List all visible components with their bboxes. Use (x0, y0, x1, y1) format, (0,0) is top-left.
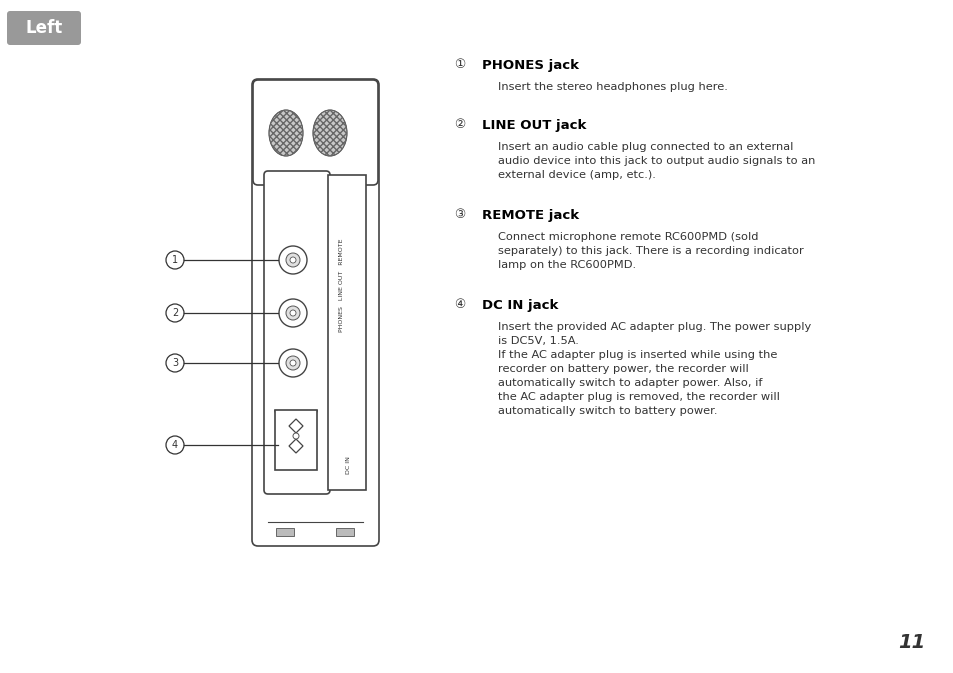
FancyBboxPatch shape (264, 171, 330, 494)
Circle shape (278, 299, 307, 327)
Text: PHONES jack: PHONES jack (481, 59, 578, 71)
Text: 2: 2 (172, 308, 178, 318)
Text: REMOTE jack: REMOTE jack (481, 209, 578, 221)
Circle shape (286, 356, 299, 370)
Ellipse shape (313, 110, 347, 156)
Text: DC IN jack: DC IN jack (481, 299, 558, 312)
Text: 1: 1 (172, 255, 178, 265)
Text: Insert the provided AC adapter plug. The power supply: Insert the provided AC adapter plug. The… (497, 322, 810, 332)
Circle shape (290, 360, 295, 366)
Text: Left: Left (26, 19, 63, 37)
Text: ④: ④ (454, 299, 465, 312)
Bar (335, 528, 354, 536)
Text: external device (amp, etc.).: external device (amp, etc.). (497, 170, 656, 180)
Ellipse shape (269, 110, 303, 156)
Text: audio device into this jack to output audio signals to an: audio device into this jack to output au… (497, 156, 815, 166)
Bar (275, 528, 294, 536)
Text: ③: ③ (454, 209, 465, 221)
Text: If the AC adapter plug is inserted while using the: If the AC adapter plug is inserted while… (497, 350, 777, 360)
Text: ②: ② (454, 118, 465, 131)
Text: separately) to this jack. There is a recording indicator: separately) to this jack. There is a rec… (497, 246, 803, 256)
Text: automatically switch to battery power.: automatically switch to battery power. (497, 406, 717, 416)
Circle shape (286, 306, 299, 320)
Bar (328, 175, 366, 490)
FancyBboxPatch shape (252, 79, 378, 546)
Text: the AC adapter plug is removed, the recorder will: the AC adapter plug is removed, the reco… (497, 392, 779, 402)
Text: PHONES   LINE OUT   REMOTE: PHONES LINE OUT REMOTE (338, 238, 343, 332)
Text: lamp on the RC600PMD.: lamp on the RC600PMD. (497, 260, 636, 270)
Text: automatically switch to adapter power. Also, if: automatically switch to adapter power. A… (497, 378, 761, 388)
Circle shape (293, 433, 298, 439)
Circle shape (166, 304, 184, 322)
Circle shape (278, 349, 307, 377)
Text: DC IN: DC IN (346, 456, 351, 474)
FancyBboxPatch shape (7, 11, 81, 45)
Text: is DC5V, 1.5A.: is DC5V, 1.5A. (497, 336, 578, 346)
Circle shape (166, 354, 184, 372)
Bar (264, 230, 269, 244)
Circle shape (166, 251, 184, 269)
Text: 4: 4 (172, 440, 178, 450)
Text: Insert the stereo headphones plug here.: Insert the stereo headphones plug here. (497, 82, 727, 92)
Text: recorder on battery power, the recorder will: recorder on battery power, the recorder … (497, 364, 748, 374)
Text: LINE OUT jack: LINE OUT jack (481, 118, 586, 131)
Circle shape (290, 310, 295, 316)
Circle shape (166, 436, 184, 454)
FancyBboxPatch shape (253, 80, 377, 185)
Text: Insert an audio cable plug connected to an external: Insert an audio cable plug connected to … (497, 142, 793, 152)
Text: 3: 3 (172, 358, 178, 368)
Circle shape (286, 253, 299, 267)
Bar (274, 410, 316, 470)
Text: Connect microphone remote RC600PMD (sold: Connect microphone remote RC600PMD (sold (497, 232, 758, 242)
Text: 11: 11 (897, 633, 924, 652)
Circle shape (278, 246, 307, 274)
Circle shape (290, 257, 295, 263)
Text: ①: ① (454, 59, 465, 71)
